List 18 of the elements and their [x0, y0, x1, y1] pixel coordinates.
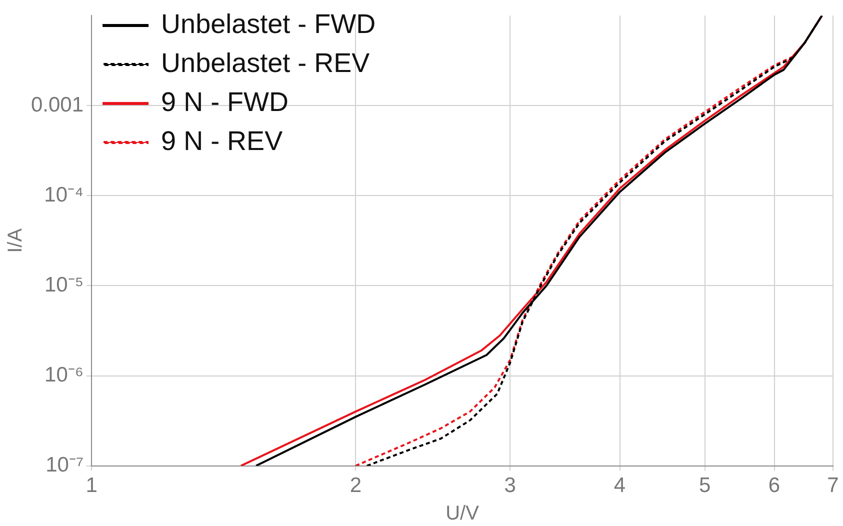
x-tick-label: 4 [614, 474, 626, 498]
x-tick-label: 2 [350, 474, 362, 498]
x-axis-title: U/V [446, 502, 480, 525]
y-axis-title: I/A [4, 228, 27, 253]
x-tick-label: 6 [768, 474, 780, 498]
y-tick-label: 10⁻⁵ [44, 274, 84, 297]
legend-label: 9 N - REV [161, 126, 283, 156]
y-tick-label: 10⁻⁴ [44, 183, 84, 206]
legend-label: Unbelastet - FWD [161, 8, 376, 39]
x-tick-label: 7 [827, 474, 839, 498]
x-tick-label: 3 [504, 474, 516, 498]
y-tick-label: 0.001 [30, 93, 84, 116]
x-tick-label: 5 [698, 474, 711, 498]
legend-label: Unbelastet - REV [161, 48, 370, 78]
y-tick-label: 10⁻⁶ [44, 364, 84, 387]
legend-label: 9 N - FWD [161, 86, 289, 117]
x-tick-label: 1 [86, 474, 98, 498]
y-tick-label: 10⁻⁷ [46, 454, 84, 477]
